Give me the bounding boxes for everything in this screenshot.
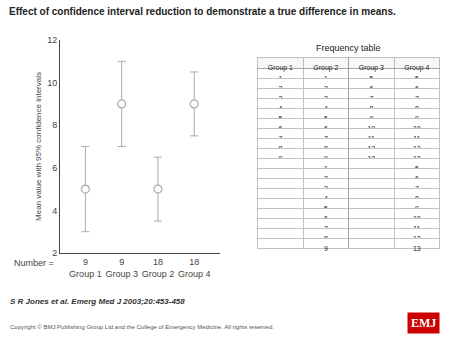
svg-text:2: 2 <box>52 248 57 258</box>
svg-text:Group 3: Group 3 <box>359 64 384 72</box>
svg-text:Number =: Number = <box>14 258 54 268</box>
svg-text:13: 13 <box>413 245 421 252</box>
svg-text:Group 4: Group 4 <box>404 64 429 72</box>
svg-text:18Group 4: 18Group 4 <box>178 257 211 279</box>
svg-text:8: 8 <box>52 120 57 130</box>
svg-text:9Group 3: 9Group 3 <box>105 257 138 279</box>
svg-text:Copyright © BMJ Publishing Gro: Copyright © BMJ Publishing Group Ltd and… <box>10 324 274 330</box>
svg-text:Effect of confidence interval: Effect of confidence interval reduction … <box>9 6 396 17</box>
svg-text:6: 6 <box>52 163 57 173</box>
svg-text:Group 2: Group 2 <box>313 64 338 72</box>
svg-text:12: 12 <box>47 35 57 45</box>
svg-text:9: 9 <box>324 245 328 252</box>
svg-text:S R Jones et al. Emerg Med J 2: S R Jones et al. Emerg Med J 2003;20:453… <box>10 297 185 306</box>
svg-text:10: 10 <box>47 78 57 88</box>
svg-text:9Group 1: 9Group 1 <box>69 257 102 279</box>
svg-text:4: 4 <box>52 206 57 216</box>
svg-text:18Group 2: 18Group 2 <box>142 257 175 279</box>
svg-text:EMJ: EMJ <box>411 316 436 330</box>
svg-text:Group 1: Group 1 <box>268 64 293 72</box>
svg-text:Mean value with 95% confidence: Mean value with 95% confidence intervals <box>34 72 43 221</box>
svg-text:Frequency table: Frequency table <box>316 43 381 53</box>
